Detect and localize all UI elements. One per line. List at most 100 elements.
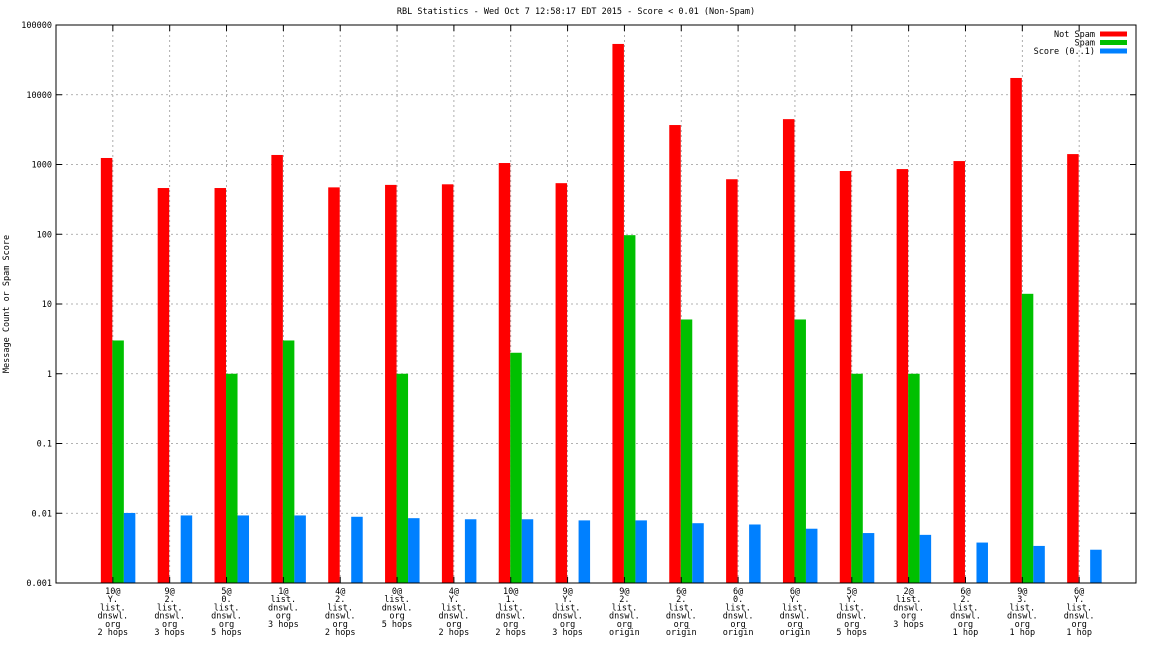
x-tick-label: list. — [327, 603, 353, 613]
x-tick-label: 0@ — [392, 587, 402, 597]
legend-label: Score (0..1) — [1034, 47, 1095, 57]
x-tick-label: 6@ — [676, 587, 686, 597]
x-tick-label: list. — [555, 603, 581, 613]
x-tick-label: 0. — [221, 595, 231, 605]
x-tick-label: 3 hops — [268, 620, 299, 630]
x-tick-label: dnswl. — [97, 612, 128, 622]
x-tick-label: 10@ — [105, 587, 120, 597]
bar-score — [578, 520, 591, 583]
x-tick-label: dnswl. — [268, 603, 299, 613]
bar-not-spam — [612, 43, 624, 583]
bar-spam — [680, 319, 693, 583]
bar-score — [408, 518, 420, 583]
x-tick-label: org — [560, 620, 575, 630]
x-tick-label: 2@ — [904, 587, 914, 597]
bar-not-spam — [1067, 154, 1079, 583]
x-tick-label: 5 hops — [211, 628, 242, 638]
bar-not-spam — [157, 188, 170, 583]
y-ticks: 0.001 0.01 0.1 1 10 100 1000 10000 100000 — [21, 21, 1136, 589]
x-tick-label: 2 hops — [97, 628, 128, 638]
bar-score — [749, 524, 761, 583]
x-tick-label: list. — [668, 603, 694, 613]
x-tick-label: dnswl. — [211, 612, 242, 622]
x-tick-label: Y. — [790, 595, 800, 605]
x-tick-label: list. — [953, 603, 979, 613]
x-tick-label: Y. — [449, 595, 459, 605]
x-tick-label: org — [162, 620, 177, 630]
x-tick-label: dnswl. — [1064, 612, 1095, 622]
bar-score — [919, 534, 932, 583]
bar-spam — [851, 373, 863, 583]
bar-spam — [282, 340, 295, 583]
x-tick-label: list. — [1066, 603, 1092, 613]
bar-not-spam — [1010, 77, 1022, 584]
y-tick-label: 1 — [47, 370, 52, 380]
x-tick-label: 3 hops — [893, 620, 924, 630]
bar-not-spam — [896, 169, 909, 583]
x-tick-label: org — [219, 620, 234, 630]
x-tick-label: dnswl. — [154, 612, 185, 622]
bar-score — [805, 528, 818, 583]
x-tick-label: 5@ — [847, 587, 857, 597]
x-tick-label: dnswl. — [495, 612, 526, 622]
x-tick-label: org — [503, 620, 518, 630]
legend-swatch — [1100, 31, 1127, 37]
bar-score — [635, 520, 647, 583]
x-tick-label: 2 hops — [495, 628, 526, 638]
bar-spam — [510, 352, 522, 583]
x-tick-label: org — [617, 620, 632, 630]
y-tick-label: 10 — [42, 300, 52, 310]
x-tick-label: org — [105, 620, 120, 630]
bar-not-spam — [953, 161, 965, 583]
x-tick-label: Y. — [847, 595, 857, 605]
x-tick-label: 2 hops — [439, 628, 470, 638]
bar-not-spam — [100, 157, 113, 584]
bar-spam — [623, 235, 636, 583]
x-tick-label: org — [787, 620, 802, 630]
x-tick-label: dnswl. — [325, 612, 356, 622]
bar-score — [351, 516, 363, 583]
x-tick-label: org — [333, 620, 348, 630]
x-tick-label: 2. — [335, 595, 345, 605]
y-tick-label: 0.001 — [26, 579, 52, 589]
bar-score — [521, 519, 534, 583]
bar-not-spam — [839, 170, 852, 583]
x-tick-label: dnswl. — [609, 612, 640, 622]
x-tick-label: 1. — [506, 595, 516, 605]
x-tick-label: org — [389, 612, 404, 622]
bar-score — [294, 515, 306, 583]
y-tick-label: 100000 — [21, 21, 52, 31]
x-tick-label: list. — [896, 595, 922, 605]
bar-not-spam — [328, 187, 340, 584]
x-tick-label: dnswl. — [723, 612, 754, 622]
x-tick-label: 1 hop — [1066, 628, 1092, 638]
x-tick-label: 5 hops — [382, 620, 413, 630]
x-tick-label: Y. — [1074, 595, 1084, 605]
x-tick-label: 3 hops — [154, 628, 185, 638]
x-tick-label: 4@ — [449, 587, 459, 597]
bar-spam — [1021, 293, 1034, 583]
x-tick-label: 0. — [733, 595, 743, 605]
x-tick-label: 9@ — [165, 587, 175, 597]
x-tick-label: dnswl. — [836, 612, 867, 622]
x-tick-label: origin — [666, 628, 697, 638]
x-tick-label: 2. — [165, 595, 175, 605]
x-tick-label: dnswl. — [439, 612, 470, 622]
bar-not-spam — [214, 188, 227, 583]
x-tick-label: list. — [214, 603, 240, 613]
x-tick-label: org — [901, 612, 916, 622]
x-tick-label: dnswl. — [382, 603, 413, 613]
bar-score — [237, 515, 250, 583]
x-tick-label: 9@ — [1017, 587, 1027, 597]
x-tick-label: dnswl. — [780, 612, 811, 622]
bar-spam — [908, 373, 920, 583]
y-tick-label: 1000 — [32, 161, 52, 171]
bar-spam — [112, 340, 124, 583]
x-tick-label: 3. — [1017, 595, 1027, 605]
x-tick-label: list. — [271, 595, 297, 605]
x-tick-label: 1 hop — [953, 628, 979, 638]
bar-not-spam — [441, 184, 454, 583]
x-tick-label: dnswl. — [552, 612, 583, 622]
